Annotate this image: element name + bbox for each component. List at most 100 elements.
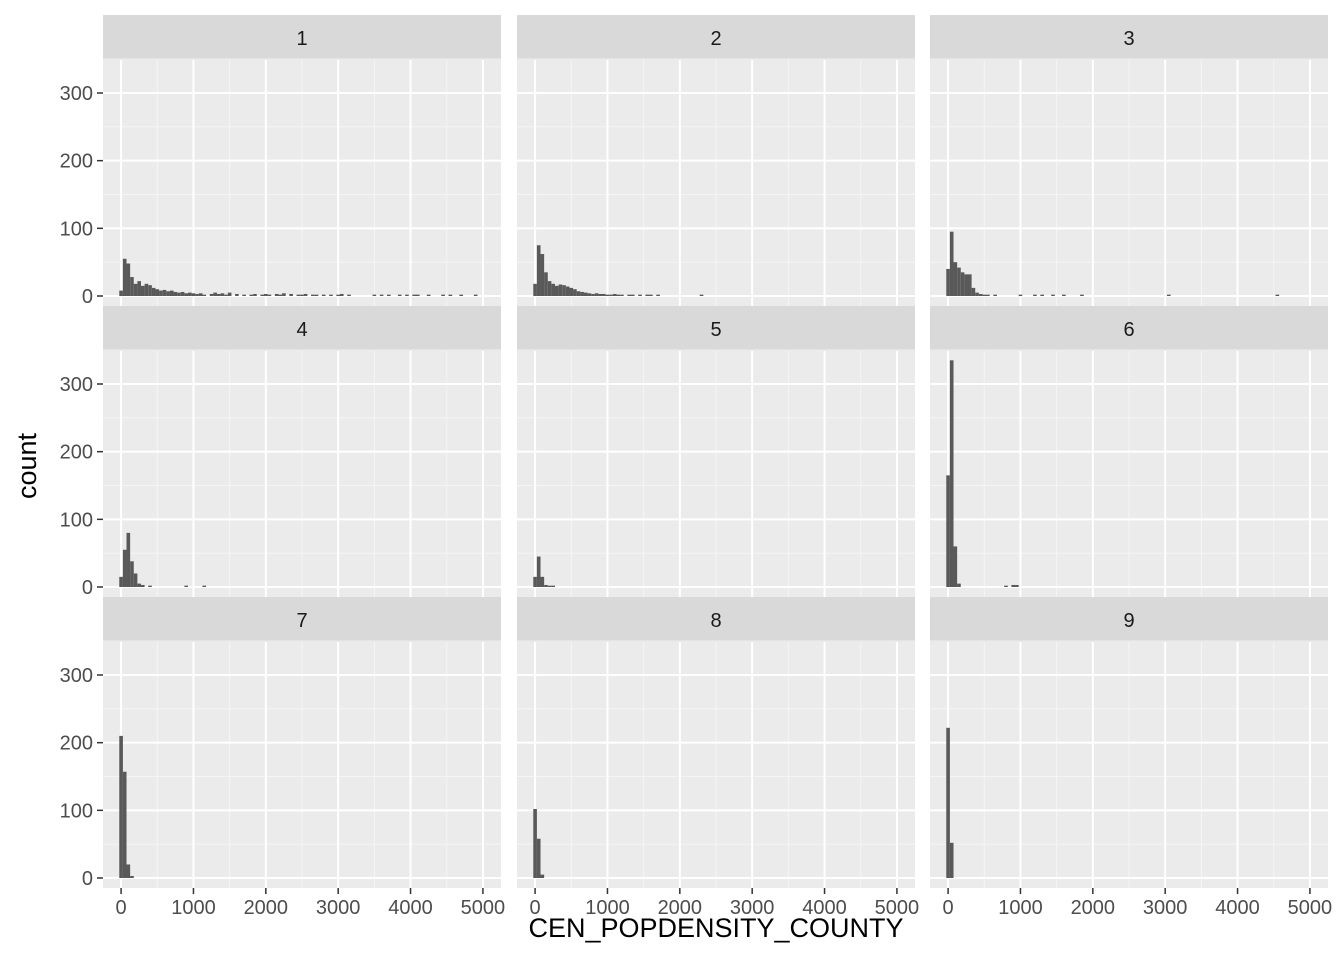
histogram-bar: [547, 281, 552, 296]
histogram-bar: [130, 561, 134, 587]
histogram-bar: [188, 292, 192, 296]
histogram-bar: [533, 283, 537, 296]
facet-strip-6: [930, 306, 1328, 351]
x-tick-label: 3000: [1143, 897, 1188, 919]
histogram-bar: [140, 584, 145, 587]
histogram-bar: [1018, 294, 1023, 296]
x-tick-label: 0: [116, 897, 127, 919]
x-tick-label: 5000: [1288, 897, 1333, 919]
histogram-bar: [573, 289, 577, 296]
histogram-bar: [638, 294, 642, 296]
facet-strip-2: [517, 15, 915, 60]
histogram-bar: [533, 576, 537, 587]
x-tick-label: 4000: [388, 897, 433, 919]
histogram-bar: [609, 294, 613, 296]
histogram-bar: [551, 283, 555, 296]
histogram-bar: [949, 231, 954, 296]
histogram-bar: [180, 291, 185, 296]
histogram-bar: [949, 360, 954, 587]
histogram-bar: [253, 293, 257, 296]
histogram-bar: [540, 254, 545, 296]
histogram-bar: [576, 291, 581, 296]
histogram-bar: [616, 294, 621, 296]
histogram-bar: [605, 294, 610, 296]
histogram-bar: [249, 294, 254, 296]
histogram-bar: [645, 294, 650, 296]
histogram-bar: [133, 283, 138, 296]
histogram-bar: [122, 771, 127, 878]
histogram-bar: [602, 293, 606, 296]
facet-panel-4: 4 0 100 200 300: [60, 306, 501, 599]
x-tick-label: 2000: [658, 897, 703, 919]
histogram-bar: [964, 274, 968, 296]
histogram-bar: [1275, 294, 1280, 296]
x-tick-label: 2000: [244, 897, 289, 919]
y-tick-label: 300: [60, 83, 93, 105]
histogram-bar: [347, 294, 351, 296]
histogram-bar: [1040, 294, 1044, 296]
facet-strip-4: [103, 306, 501, 351]
histogram-bar: [949, 842, 954, 878]
histogram-bar: [971, 287, 976, 296]
histogram-bar: [274, 293, 279, 296]
histogram-bar: [656, 294, 660, 296]
histogram-bar: [195, 293, 199, 296]
histogram-bar: [1080, 294, 1084, 296]
facet-strip-label: 9: [1123, 610, 1134, 632]
histogram-bar: [321, 294, 326, 296]
histogram-bar: [329, 294, 333, 296]
histogram-bar: [986, 294, 990, 296]
histogram-bar: [144, 283, 149, 296]
histogram-bar: [166, 291, 170, 296]
histogram-bar: [1062, 294, 1066, 296]
histogram-bar: [148, 585, 152, 587]
histogram-bar: [235, 293, 239, 296]
histogram-bar: [551, 585, 555, 587]
histogram-bar: [426, 294, 431, 296]
histogram-bar: [130, 277, 134, 296]
facet-strip-label: 8: [710, 610, 721, 632]
histogram-bar: [558, 284, 563, 296]
facet-strip-5: [517, 306, 915, 351]
histogram-bar: [339, 293, 344, 296]
histogram-bar: [1051, 294, 1055, 296]
histogram-bar: [198, 293, 203, 296]
facet-strip-label: 6: [1123, 319, 1134, 341]
histogram-bar: [336, 294, 340, 296]
histogram-bar: [140, 285, 145, 296]
y-tick-label: 200: [60, 442, 93, 464]
x-tick-label: 5000: [875, 897, 920, 919]
histogram-bar: [459, 294, 464, 296]
histogram-bar: [594, 293, 599, 296]
histogram-bar: [278, 294, 283, 296]
histogram-bar: [554, 285, 559, 296]
facet-strip-label: 2: [710, 28, 721, 50]
facet-strip-8: [517, 597, 915, 642]
histogram-bar: [627, 294, 631, 296]
facet-panel-5: 5: [517, 306, 915, 597]
histogram-bar: [126, 864, 131, 878]
histogram-bar: [1033, 294, 1037, 296]
histogram-bar: [397, 294, 402, 296]
x-tick-label: 4000: [1215, 897, 1260, 919]
histogram-bar: [415, 294, 420, 296]
histogram-bar: [978, 293, 983, 296]
histogram-bar: [372, 294, 377, 296]
facet-panel-9: 9 0 1000 2000 3000 4000 5000: [930, 597, 1332, 919]
x-axis-title: CEN_POPDENSITY_COUNTY: [528, 913, 903, 943]
facet-panel-6: 6: [930, 306, 1328, 597]
histogram-bar: [227, 292, 232, 296]
histogram-bar: [544, 272, 548, 296]
histogram-bar: [960, 272, 965, 296]
histogram-bar: [155, 289, 160, 296]
histogram-bar: [612, 293, 617, 296]
histogram-bar: [540, 874, 545, 878]
histogram-bar: [412, 294, 416, 296]
histogram-bar: [946, 475, 950, 587]
histogram-bar: [126, 532, 131, 587]
histogram-bar: [536, 245, 541, 296]
y-tick-label: 0: [82, 577, 93, 599]
facet-strip-7: [103, 597, 501, 642]
x-tick-label: 1000: [171, 897, 216, 919]
